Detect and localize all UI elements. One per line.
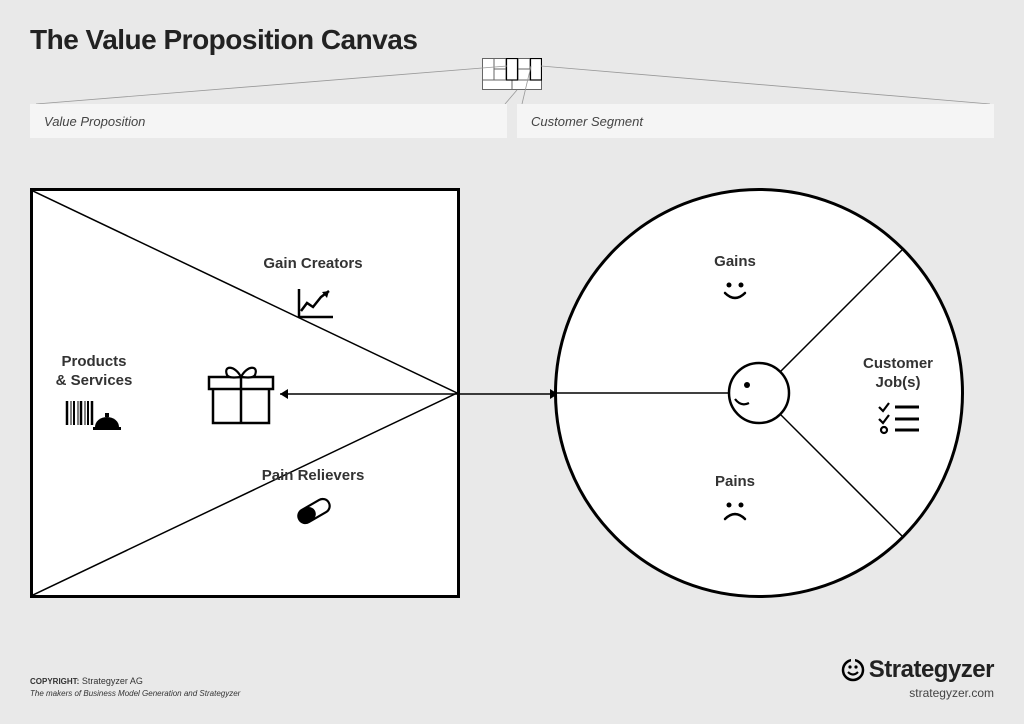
copyright-label: COPYRIGHT:: [30, 677, 79, 686]
label-pains: Pains: [665, 473, 805, 492]
page-title: The Value Proposition Canvas: [30, 24, 417, 56]
smile-icon: [721, 279, 749, 303]
copyright-tagline: The makers of Business Model Generation …: [30, 689, 240, 698]
label-gains: Gains: [665, 253, 805, 272]
frown-icon: [721, 499, 749, 523]
pill-icon: [293, 495, 335, 527]
brand-block: Strategyzer strategyzer.com: [841, 656, 994, 700]
canvas-stage: Gain Creators Pain Relievers Products & …: [30, 164, 994, 624]
header-bars: Value Proposition Customer Segment: [30, 104, 994, 138]
label-gain-creators: Gain Creators: [243, 255, 383, 274]
brand-name: Strategyzer: [869, 656, 994, 684]
strategyzer-mark-icon: [841, 658, 865, 682]
face-icon: [725, 359, 793, 427]
header-bar-value-proposition: Value Proposition: [30, 104, 507, 138]
fit-arrow: [274, 384, 564, 404]
customer-segment-circle: Gains Pains Customer Job(s): [554, 188, 964, 598]
label-pain-relievers: Pain Relievers: [243, 467, 383, 486]
gift-icon: [205, 359, 277, 431]
checklist-icon: [877, 401, 921, 435]
barcode-bell-icon: [65, 399, 121, 433]
brand-url: strategyzer.com: [841, 686, 994, 700]
header-bar-customer-segment: Customer Segment: [517, 104, 994, 138]
mini-bmc-icon: [482, 58, 542, 90]
label-products-services: Products & Services: [39, 353, 149, 391]
brand-logo: Strategyzer: [841, 656, 994, 684]
label-customer-jobs: Customer Job(s): [843, 355, 953, 393]
copyright-company: Strategyzer AG: [82, 676, 143, 686]
chart-up-icon: [295, 285, 337, 323]
footer-copyright: COPYRIGHT: Strategyzer AG The makers of …: [30, 675, 240, 700]
